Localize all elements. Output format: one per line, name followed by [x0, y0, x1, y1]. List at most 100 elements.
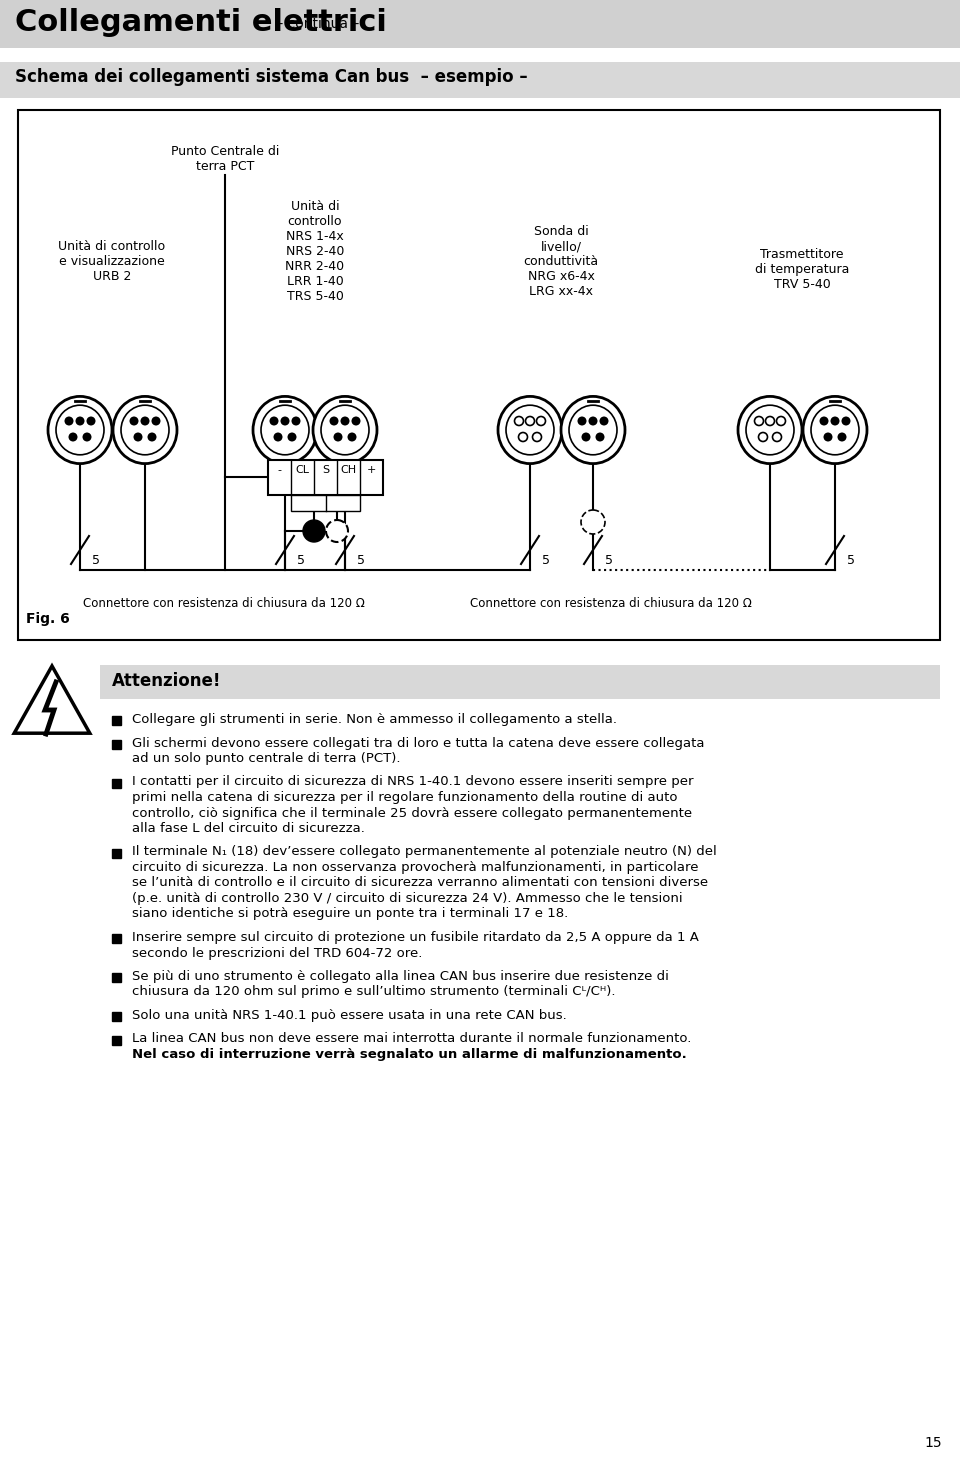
Circle shape: [140, 416, 150, 425]
Text: 5: 5: [605, 554, 613, 567]
Circle shape: [148, 432, 156, 441]
Text: circuito di sicurezza. La non osservanza provocherà malfunzionamenti, in partico: circuito di sicurezza. La non osservanza…: [132, 861, 699, 874]
Text: Trasmettitore
di temperatura
TRV 5-40: Trasmettitore di temperatura TRV 5-40: [755, 248, 850, 291]
Circle shape: [64, 416, 74, 425]
Bar: [100, 666, 940, 700]
Ellipse shape: [738, 397, 802, 463]
Ellipse shape: [498, 397, 562, 463]
Circle shape: [773, 432, 781, 441]
Text: CL: CL: [296, 465, 309, 475]
Circle shape: [351, 416, 361, 425]
Text: siano identiche si potrà eseguire un ponte tra i terminali 17 e 18.: siano identiche si potrà eseguire un pon…: [132, 908, 568, 921]
Text: -: -: [277, 465, 281, 475]
Text: Collegare gli strumenti in serie. Non è ammesso il collegamento a stella.: Collegare gli strumenti in serie. Non è …: [132, 713, 617, 726]
Text: alla fase L del circuito di sicurezza.: alla fase L del circuito di sicurezza.: [132, 822, 365, 835]
Text: Se più di uno strumento è collegato alla linea CAN bus inserire due resistenze d: Se più di uno strumento è collegato alla…: [132, 970, 669, 983]
Text: – continua –: – continua –: [272, 18, 359, 31]
Text: 5: 5: [542, 554, 550, 567]
Text: Solo una unità NRS 1-40.1 può essere usata in una rete CAN bus.: Solo una unità NRS 1-40.1 può essere usa…: [132, 1010, 566, 1021]
Bar: [268, 461, 383, 494]
Circle shape: [599, 416, 609, 425]
Circle shape: [758, 432, 767, 441]
Bar: [112, 973, 121, 982]
Text: CH: CH: [341, 465, 356, 475]
Circle shape: [581, 511, 605, 534]
Circle shape: [837, 432, 847, 441]
Circle shape: [755, 416, 763, 425]
Circle shape: [348, 432, 356, 441]
Circle shape: [578, 416, 587, 425]
Circle shape: [133, 432, 142, 441]
Bar: [18, 111, 940, 641]
Bar: [112, 778, 121, 788]
Circle shape: [525, 416, 535, 425]
Text: secondo le prescrizioni del TRD 604-72 ore.: secondo le prescrizioni del TRD 604-72 o…: [132, 946, 422, 959]
Ellipse shape: [803, 397, 867, 463]
Ellipse shape: [506, 406, 554, 455]
Circle shape: [824, 432, 832, 441]
Text: Inserire sempre sul circuito di protezione un fusibile ritardato da 2,5 A oppure: Inserire sempre sul circuito di protezio…: [132, 931, 699, 945]
Ellipse shape: [569, 406, 617, 455]
Text: Punto Centrale di
terra PCT: Punto Centrale di terra PCT: [171, 145, 279, 173]
Bar: [112, 1036, 121, 1045]
Text: chiusura da 120 ohm sul primo e sull’ultimo strumento (terminali Cᴸ/Cᴴ).: chiusura da 120 ohm sul primo e sull’ult…: [132, 986, 615, 998]
Bar: [112, 849, 121, 858]
Circle shape: [533, 432, 541, 441]
Circle shape: [86, 416, 95, 425]
Circle shape: [287, 432, 297, 441]
Circle shape: [582, 432, 590, 441]
Ellipse shape: [313, 397, 377, 463]
Circle shape: [842, 416, 851, 425]
Text: I contatti per il circuito di sicurezza di NRS 1-40.1 devono essere inseriti sem: I contatti per il circuito di sicurezza …: [132, 775, 693, 788]
Ellipse shape: [561, 397, 625, 463]
Text: Unità di
controllo
NRS 1-4x
NRS 2-40
NRR 2-40
LRR 1-40
TRS 5-40: Unità di controllo NRS 1-4x NRS 2-40 NRR…: [285, 201, 345, 303]
Text: Sonda di
livello/
conduttività
NRG x6-4x
LRG xx-4x: Sonda di livello/ conduttività NRG x6-4x…: [523, 224, 599, 298]
Ellipse shape: [56, 406, 104, 455]
Text: S: S: [322, 465, 329, 475]
Text: 15: 15: [924, 1436, 942, 1449]
Bar: [0, 0, 960, 49]
Text: 5: 5: [357, 554, 365, 567]
Ellipse shape: [746, 406, 794, 455]
Bar: [0, 62, 960, 97]
Ellipse shape: [261, 406, 309, 455]
Ellipse shape: [48, 397, 112, 463]
Circle shape: [595, 432, 605, 441]
Text: Gli schermi devono essere collegati tra di loro e tutta la catena deve essere co: Gli schermi devono essere collegati tra …: [132, 737, 705, 750]
Text: Schema dei collegamenti sistema Can bus  – esempio –: Schema dei collegamenti sistema Can bus …: [15, 68, 528, 86]
Circle shape: [274, 432, 282, 441]
Circle shape: [76, 416, 84, 425]
Circle shape: [515, 416, 523, 425]
Circle shape: [333, 432, 343, 441]
Text: Collegamenti elettrici: Collegamenti elettrici: [15, 7, 387, 37]
Ellipse shape: [121, 406, 169, 455]
Text: Il terminale N₁ (18) dev’essere collegato permanentemente al potenziale neutro (: Il terminale N₁ (18) dev’essere collegat…: [132, 846, 717, 859]
Text: Nel caso di interruzione verrà segnalato un allarme di malfunzionamento.: Nel caso di interruzione verrà segnalato…: [132, 1048, 686, 1061]
Bar: [112, 716, 121, 725]
Text: (p.e. unità di controllo 230 V / circuito di sicurezza 24 V). Ammesso che le ten: (p.e. unità di controllo 230 V / circuit…: [132, 892, 683, 905]
Circle shape: [537, 416, 545, 425]
Circle shape: [820, 416, 828, 425]
Text: primi nella catena di sicurezza per il regolare funzionamento della routine di a: primi nella catena di sicurezza per il r…: [132, 791, 678, 804]
Circle shape: [518, 432, 527, 441]
Circle shape: [152, 416, 160, 425]
Ellipse shape: [811, 406, 859, 455]
Text: controllo, ciò significa che il terminale 25 dovrà essere collegato permanenteme: controllo, ciò significa che il terminal…: [132, 806, 692, 819]
Circle shape: [68, 432, 78, 441]
Circle shape: [280, 416, 290, 425]
Text: La linea CAN bus non deve essere mai interrotta durante il normale funzionamento: La linea CAN bus non deve essere mai int…: [132, 1033, 691, 1045]
Text: Connettore con resistenza di chiusura da 120 Ω: Connettore con resistenza di chiusura da…: [470, 596, 752, 610]
Circle shape: [303, 520, 325, 542]
Circle shape: [292, 416, 300, 425]
Text: 5: 5: [297, 554, 305, 567]
Ellipse shape: [253, 397, 317, 463]
Text: Connettore con resistenza di chiusura da 120 Ω: Connettore con resistenza di chiusura da…: [83, 596, 365, 610]
Ellipse shape: [113, 397, 177, 463]
Bar: [112, 934, 121, 943]
Circle shape: [329, 416, 339, 425]
Text: ad un solo punto centrale di terra (PCT).: ad un solo punto centrale di terra (PCT)…: [132, 751, 400, 765]
Text: Unità di controllo
e visualizzazione
URB 2: Unità di controllo e visualizzazione URB…: [59, 241, 165, 283]
Circle shape: [588, 416, 597, 425]
Bar: [112, 739, 121, 748]
Ellipse shape: [321, 406, 369, 455]
